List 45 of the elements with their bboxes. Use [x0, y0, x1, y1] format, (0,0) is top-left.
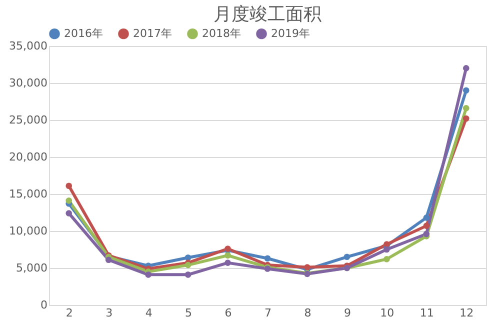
x-tick-label: 4: [145, 306, 152, 320]
x-tick-label: 10: [380, 306, 394, 320]
x-tick-label: 6: [224, 306, 232, 320]
chart-title: 月度竣工面积: [214, 4, 322, 25]
y-tick-label: 0: [40, 298, 48, 312]
x-tick-label: 11: [420, 306, 434, 320]
legend-label: 2018年: [202, 26, 241, 40]
y-tick-label: 10,000: [9, 224, 48, 238]
x-tick-label: 3: [106, 306, 113, 320]
point: [384, 256, 390, 262]
point: [344, 254, 350, 260]
point: [304, 264, 310, 270]
point: [423, 214, 430, 221]
point: [224, 252, 231, 259]
y-tick-label: 25,000: [9, 114, 48, 126]
point: [264, 255, 271, 262]
point: [462, 115, 470, 122]
point: [423, 230, 430, 238]
legend-label: 2016年: [64, 26, 103, 40]
y-tick-label: 30,000: [9, 76, 48, 90]
point: [66, 210, 72, 216]
x-tick-label: 2: [66, 306, 73, 320]
point: [423, 222, 430, 229]
point: [462, 87, 470, 94]
point: [184, 272, 192, 278]
y-tick-label: 5,000: [16, 262, 48, 274]
point: [184, 262, 192, 268]
point: [105, 256, 112, 264]
x-tick-label: 9: [344, 306, 351, 320]
legend-label: 2017年: [133, 26, 172, 40]
x-tick-label: 12: [460, 306, 474, 320]
point: [66, 182, 72, 190]
y-tick-label: 15,000: [9, 188, 48, 200]
x-tick-label: 7: [264, 306, 272, 320]
point: [66, 198, 72, 204]
y-tick-label: 35,000: [9, 40, 48, 52]
point: [384, 246, 390, 253]
point: [462, 65, 470, 72]
point: [462, 105, 470, 112]
point: [224, 260, 231, 266]
x-tick-label: 8: [304, 306, 312, 320]
x-tick-label: 5: [185, 306, 192, 320]
y-tick-label: 20,000: [9, 150, 48, 164]
legend-label: 2019年: [271, 26, 310, 40]
point: [145, 272, 152, 278]
